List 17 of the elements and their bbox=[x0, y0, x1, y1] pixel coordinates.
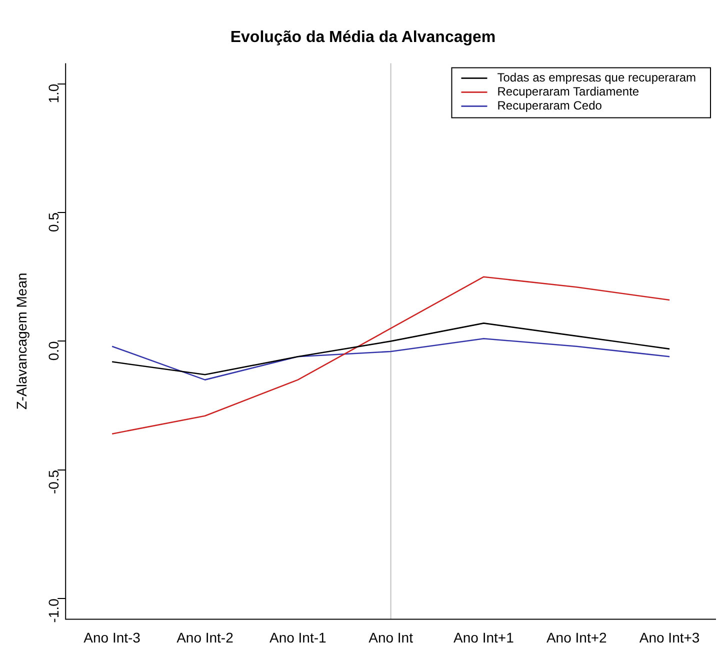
legend-label: Todas as empresas que recuperaram bbox=[497, 70, 696, 85]
y-tick-label: -0.5 bbox=[45, 470, 62, 494]
x-tick-label: Ano Int-1 bbox=[269, 629, 326, 646]
x-tick-label: Ano Int+2 bbox=[546, 629, 608, 646]
y-tick-label: 1.0 bbox=[45, 84, 62, 104]
chart-title: Evolução da Média da Alvancagem bbox=[230, 29, 496, 46]
x-tick-label: Ano Int+3 bbox=[639, 629, 700, 646]
y-tick-label: 0.5 bbox=[45, 212, 62, 232]
x-tick-label: Ano Int-3 bbox=[84, 629, 141, 646]
y-tick-label: -1.0 bbox=[45, 598, 62, 623]
x-tick-label: Ano Int+1 bbox=[454, 629, 514, 646]
x-tick-label: Ano Int bbox=[368, 629, 414, 646]
x-tick-label: Ano Int-2 bbox=[176, 629, 234, 646]
y-tick-label: 0.0 bbox=[45, 340, 62, 361]
legend-label: Recuperaram Tardiamente bbox=[497, 84, 640, 99]
y-axis-title: Z-Alavancagem Mean bbox=[13, 272, 30, 410]
legend-label: Recuperaram Cedo bbox=[497, 98, 602, 113]
